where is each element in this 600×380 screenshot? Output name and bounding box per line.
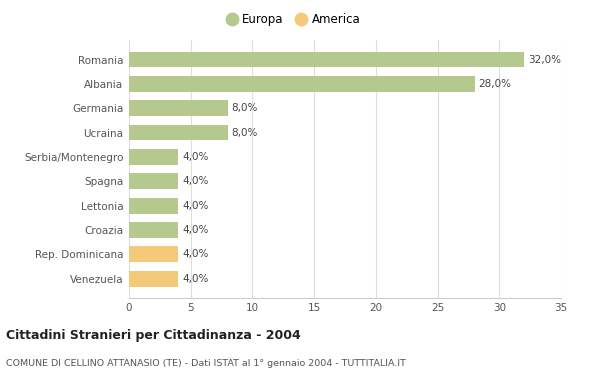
Text: 4,0%: 4,0% xyxy=(182,225,208,235)
Bar xyxy=(129,246,178,262)
Bar xyxy=(129,100,228,116)
Text: 8,0%: 8,0% xyxy=(232,128,258,138)
Text: 28,0%: 28,0% xyxy=(478,79,511,89)
Bar xyxy=(129,198,178,214)
Text: COMUNE DI CELLINO ATTANASIO (TE) - Dati ISTAT al 1° gennaio 2004 - TUTTITALIA.IT: COMUNE DI CELLINO ATTANASIO (TE) - Dati … xyxy=(6,359,406,368)
Text: 4,0%: 4,0% xyxy=(182,152,208,162)
Text: 4,0%: 4,0% xyxy=(182,274,208,283)
Bar xyxy=(129,76,475,92)
Text: 4,0%: 4,0% xyxy=(182,176,208,186)
Bar xyxy=(129,222,178,238)
Text: 8,0%: 8,0% xyxy=(232,103,258,113)
Bar xyxy=(129,173,178,189)
Legend: Europa, America: Europa, America xyxy=(222,10,364,30)
Bar xyxy=(129,149,178,165)
Bar xyxy=(129,125,228,141)
Text: 4,0%: 4,0% xyxy=(182,201,208,211)
Text: 4,0%: 4,0% xyxy=(182,249,208,259)
Bar xyxy=(129,271,178,287)
Text: 32,0%: 32,0% xyxy=(527,55,560,65)
Bar xyxy=(129,52,524,68)
Text: Cittadini Stranieri per Cittadinanza - 2004: Cittadini Stranieri per Cittadinanza - 2… xyxy=(6,329,301,342)
